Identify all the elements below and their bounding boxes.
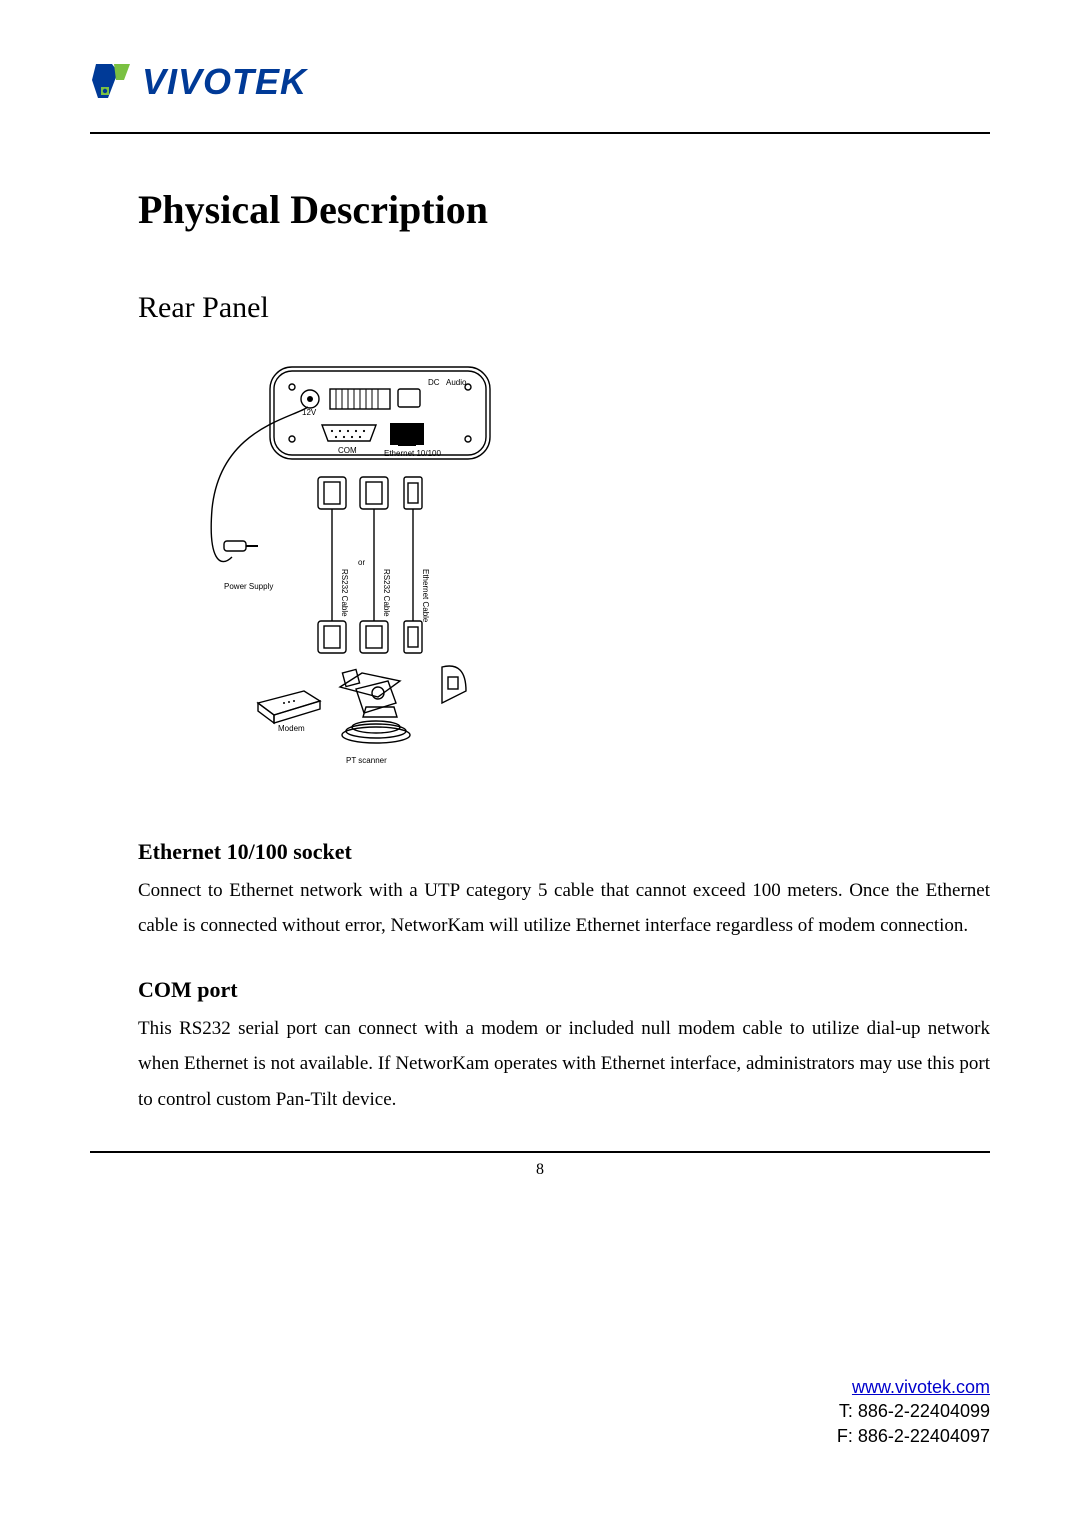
- svg-text:RS232 Cable: RS232 Cable: [340, 569, 349, 617]
- page-subtitle: Rear Panel: [90, 291, 990, 325]
- rear-panel-diagram: 12V DC Audio COM E: [90, 359, 990, 779]
- page-number: 8: [90, 1161, 990, 1179]
- footer-tel: T: 886-2-22404099: [839, 1401, 990, 1421]
- svg-text:or: or: [358, 558, 365, 567]
- section-body-com: This RS232 serial port can connect with …: [90, 1011, 990, 1116]
- page-title: Physical Description: [90, 186, 990, 233]
- section-body-ethernet: Connect to Ethernet network with a UTP c…: [90, 873, 990, 943]
- footer-fax: F: 886-2-22404097: [837, 1426, 990, 1446]
- svg-text:PT scanner: PT scanner: [346, 756, 387, 765]
- footer-link[interactable]: www.vivotek.com: [852, 1377, 990, 1397]
- diagram-svg: 12V DC Audio COM E: [180, 359, 520, 779]
- svg-text:RS232 Cable: RS232 Cable: [382, 569, 391, 617]
- svg-text:COM: COM: [338, 446, 357, 455]
- section-heading-com: COM port: [90, 977, 990, 1003]
- svg-text:Ethernet Cable: Ethernet Cable: [421, 569, 430, 623]
- footer-divider: [90, 1151, 990, 1153]
- header-logo: VIVOTEK: [90, 60, 990, 104]
- section-heading-ethernet: Ethernet 10/100 socket: [90, 839, 990, 865]
- svg-text:Power Supply: Power Supply: [224, 582, 273, 591]
- svg-text:Modem: Modem: [278, 724, 305, 733]
- svg-text:Ethernet 10/100: Ethernet 10/100: [384, 449, 441, 458]
- vivotek-logo-icon: [90, 60, 134, 104]
- footer-contact: www.vivotek.com T: 886-2-22404099 F: 886…: [837, 1375, 990, 1448]
- svg-text:Audio: Audio: [446, 378, 467, 387]
- header-divider: [90, 132, 990, 134]
- svg-text:DC: DC: [428, 378, 440, 387]
- logo-text: VIVOTEK: [142, 61, 307, 103]
